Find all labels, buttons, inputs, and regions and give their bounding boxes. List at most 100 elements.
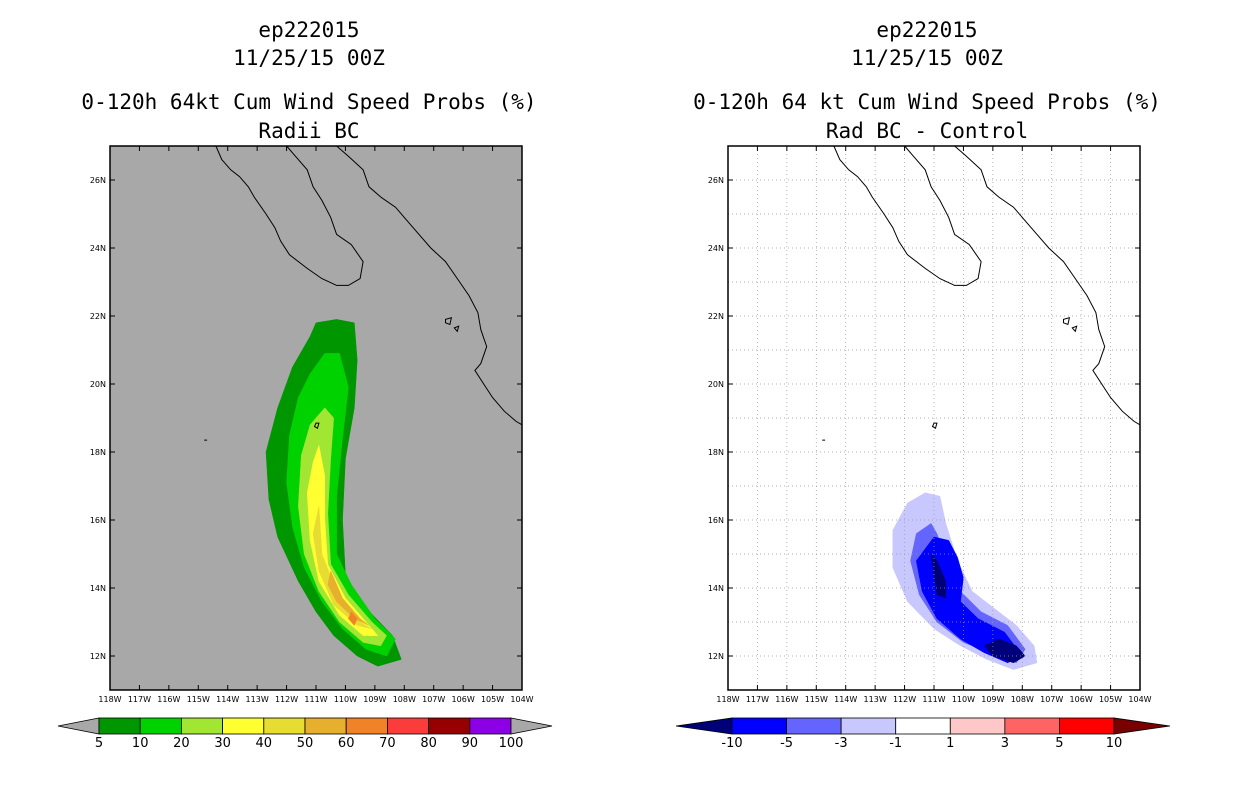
y-tick-label: 26N: [708, 176, 724, 185]
colorbar-label: -3: [835, 736, 848, 751]
x-tick-label: 115W: [187, 695, 210, 704]
x-tick-label: 104W: [1128, 695, 1151, 704]
island: [313, 422, 320, 429]
x-tick-label: 114W: [834, 695, 857, 704]
colorbar-swatch: [304, 717, 347, 735]
right-panel: ep222015 11/25/15 00Z 0-120h 64 kt Cum W…: [618, 0, 1236, 800]
x-tick-label: 106W: [452, 695, 475, 704]
x-tick-label: 106W: [1070, 695, 1093, 704]
x-tick-label: 113W: [246, 695, 269, 704]
colorbar-label: -5: [780, 736, 793, 751]
y-tick-label: 16N: [90, 516, 106, 525]
colorbar-swatch: [345, 717, 388, 735]
x-tick-label: 104W: [510, 695, 533, 704]
x-tick-label: 107W: [1040, 695, 1063, 704]
colorbar-label: 10: [1106, 736, 1123, 751]
colorbar-label: 50: [297, 736, 314, 751]
colorbar-label: 30: [214, 736, 231, 751]
colorbar-label: 10: [132, 736, 149, 751]
y-tick-label: 24N: [90, 244, 106, 253]
x-tick-label: 112W: [893, 695, 916, 704]
contour-level: [327, 570, 370, 626]
colorbar-swatch: [469, 717, 512, 735]
x-tick-label: 111W: [304, 695, 327, 704]
x-tick-label: 108W: [1011, 695, 1034, 704]
x-tick-label: 111W: [922, 695, 945, 704]
chart-subtitle: Rad BC - Control: [825, 119, 1029, 143]
x-tick-label: 116W: [775, 695, 798, 704]
y-tick-label: 26N: [90, 176, 106, 185]
y-tick-label: 14N: [90, 584, 106, 593]
colorbar-label: -1: [889, 736, 902, 751]
x-tick-label: 110W: [952, 695, 975, 704]
colorbar-label: 100: [499, 736, 524, 751]
colorbar-low-arrow: [675, 717, 733, 735]
colorbar-swatch: [222, 717, 265, 735]
x-tick-label: 113W: [864, 695, 887, 704]
storm-id: ep222015: [258, 18, 360, 42]
y-tick-label: 16N: [708, 516, 724, 525]
island: [453, 325, 460, 333]
contour-level: [306, 444, 379, 636]
x-tick-label: 105W: [1099, 695, 1122, 704]
y-tick-label: 14N: [708, 584, 724, 593]
left-panel: ep222015 11/25/15 00Z 0-120h 64kt Cum Wi…: [57, 18, 553, 751]
colorbar-swatch: [1059, 717, 1115, 735]
colorbar-swatch: [1004, 717, 1060, 735]
y-tick-label: 20N: [90, 380, 106, 389]
map-plot: 12N 14N 16N 18N 20N 22N 24N 26N 118W 117W 116W 115W…: [675, 145, 1171, 751]
y-tick-label: 18N: [708, 448, 724, 457]
colorbar-swatch: [139, 717, 182, 735]
colorbar-label: 90: [462, 736, 479, 751]
coastline: [954, 145, 1141, 426]
coastline: [833, 145, 982, 286]
colorbar-label: 40: [256, 736, 273, 751]
contour-level: [983, 638, 1026, 664]
x-tick-label: 117W: [746, 695, 769, 704]
colorbar-swatch: [386, 717, 429, 735]
x-tick-label: 107W: [422, 695, 445, 704]
y-tick-label: 22N: [90, 312, 106, 321]
y-tick-label: 12N: [708, 652, 724, 661]
colorbar-swatch: [949, 717, 1006, 735]
x-tick-label: 116W: [157, 695, 180, 704]
y-tick-label: 18N: [90, 448, 106, 457]
y-tick-label: 24N: [708, 244, 724, 253]
colorbar-label: 5: [95, 736, 103, 751]
x-tick-label: 117W: [128, 695, 151, 704]
x-tick-label: 115W: [805, 695, 828, 704]
x-tick-label: 108W: [393, 695, 416, 704]
colorbar-swatch: [180, 717, 223, 735]
island: [1071, 325, 1078, 333]
y-tick-label: 12N: [90, 652, 106, 661]
y-tick-label: 20N: [708, 380, 724, 389]
colorbar-low-arrow: [57, 717, 100, 735]
x-tick-label: 118W: [716, 695, 739, 704]
colorbar-swatch: [263, 717, 306, 735]
chart-title: 0-120h 64 kt Cum Wind Speed Probs (%): [693, 90, 1161, 114]
colorbar-swatch: [731, 717, 787, 735]
colorbar-high-arrow: [1113, 717, 1171, 735]
colorbar-label: 60: [338, 736, 355, 751]
island: [445, 316, 453, 326]
colorbar-label: 5: [1055, 736, 1063, 751]
x-tick-label: 114W: [216, 695, 239, 704]
x-tick-label: 105W: [481, 695, 504, 704]
colorbar-swatch: [840, 717, 897, 735]
colorbar-swatch: [895, 717, 951, 735]
colorbar-label: 20: [173, 736, 190, 751]
island: [1063, 316, 1071, 326]
contour-level: [348, 611, 358, 626]
chart-title: 0-120h 64kt Cum Wind Speed Probs (%): [81, 90, 537, 114]
colorbar-swatch: [428, 717, 471, 735]
colorbar-label: 70: [379, 736, 396, 751]
coastline: [336, 145, 523, 426]
forecast-datetime: 11/25/15 00Z: [851, 46, 1003, 70]
storm-id: ep222015: [876, 18, 978, 42]
colorbar-label: 80: [420, 736, 437, 751]
chart-subtitle: Radii BC: [258, 119, 360, 143]
colorbar-swatch: [786, 717, 842, 735]
colorbar-label: 3: [1001, 736, 1009, 751]
colorbar-label: 1: [946, 736, 954, 751]
x-tick-label: 109W: [981, 695, 1004, 704]
